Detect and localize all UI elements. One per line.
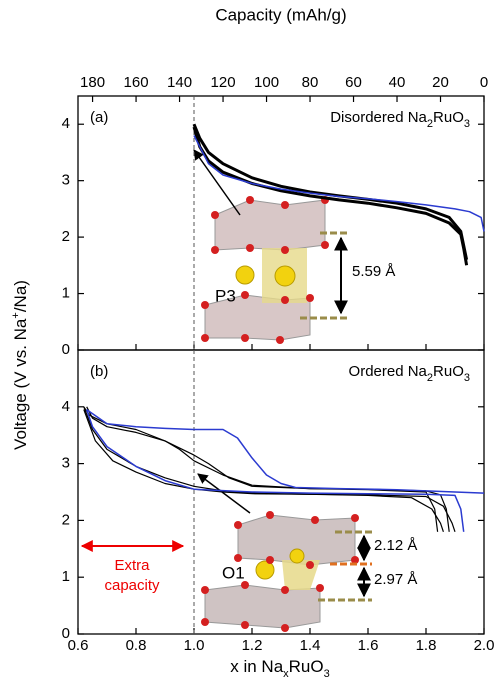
x-tick-label: 2.0 bbox=[474, 637, 495, 654]
spacing-label: 5.59 Å bbox=[352, 263, 395, 280]
x2-tick-label: 0 bbox=[480, 74, 488, 91]
y-tick-label: 3 bbox=[62, 172, 70, 189]
x-tick-label: 1.4 bbox=[300, 637, 321, 654]
x-tick-label: 1.6 bbox=[358, 637, 379, 654]
x2-tick-label: 140 bbox=[167, 74, 192, 91]
x-axis-label-part: RuO bbox=[289, 657, 324, 676]
curve bbox=[83, 406, 444, 532]
y-tick-label: 0 bbox=[62, 625, 70, 642]
panel-title-part: 3 bbox=[464, 372, 470, 384]
y-axis-label-part: /Na) bbox=[11, 280, 30, 312]
panel-title-part: 2 bbox=[427, 372, 433, 384]
x2-tick-label: 180 bbox=[80, 74, 105, 91]
y-tick-label: 1 bbox=[62, 285, 70, 302]
x-axis-label-part: x bbox=[283, 668, 289, 680]
panel-label: (a) bbox=[90, 109, 108, 126]
y-tick-label: 4 bbox=[62, 398, 70, 415]
y-tick-label: 2 bbox=[62, 511, 70, 528]
plot-frame bbox=[77, 349, 485, 635]
panel-title-part: 2 bbox=[427, 118, 433, 130]
panel-title-part: RuO bbox=[433, 363, 464, 380]
y-tick-label: 1 bbox=[62, 568, 70, 585]
structure-label: O1 bbox=[222, 563, 245, 582]
curve bbox=[83, 409, 456, 532]
x-tick-label: 1.8 bbox=[416, 637, 437, 654]
x2-tick-label: 120 bbox=[211, 74, 236, 91]
x-tick-label: 0.8 bbox=[126, 637, 147, 654]
panel-title: Disordered Na2RuO3 bbox=[330, 109, 470, 130]
curve bbox=[192, 123, 469, 261]
panel-title-part: 3 bbox=[464, 118, 470, 130]
y-tick-label: 2 bbox=[62, 228, 70, 245]
x-tick-label: 0.6 bbox=[68, 637, 89, 654]
panel-label: (b) bbox=[90, 363, 108, 380]
x-tick-label: 1.2 bbox=[242, 637, 263, 654]
x2-axis-label: Capacity (mAh/g) bbox=[215, 5, 346, 24]
x2-tick-label: 40 bbox=[389, 74, 406, 91]
y-tick-label: 3 bbox=[62, 455, 70, 472]
y-tick-label: 0 bbox=[62, 341, 70, 358]
panel-title-part: Disordered Na bbox=[330, 109, 427, 126]
x2-tick-label: 20 bbox=[432, 74, 449, 91]
curve bbox=[193, 135, 485, 232]
panel-title-part: RuO bbox=[433, 109, 464, 126]
curve bbox=[85, 409, 465, 532]
x2-tick-label: 60 bbox=[345, 74, 362, 91]
structure-label: P3 bbox=[215, 286, 236, 305]
y-axis-label: Voltage (V vs. Na+/Na) bbox=[10, 280, 31, 450]
x2-tick-label: 160 bbox=[124, 74, 149, 91]
extra-capacity-label: Extra bbox=[114, 557, 150, 574]
panel-title-part: Ordered Na bbox=[349, 363, 428, 380]
curve bbox=[86, 408, 485, 494]
extra-capacity-label: capacity bbox=[104, 577, 160, 594]
x-axis-label-part: 3 bbox=[324, 668, 330, 680]
structure-p3 bbox=[193, 149, 350, 344]
x-axis-label-part: x in Na bbox=[230, 657, 283, 676]
y-tick-label: 4 bbox=[62, 115, 70, 132]
y-axis-label-part: Voltage (V vs. Na bbox=[11, 318, 30, 450]
x-tick-label: 1.0 bbox=[184, 637, 205, 654]
spacing-label: 2.12 Å bbox=[374, 537, 417, 554]
x2-tick-label: 100 bbox=[254, 74, 279, 91]
curve bbox=[192, 126, 469, 266]
x-axis-label: x in NaxRuO3 bbox=[230, 657, 330, 679]
structure-o1 bbox=[197, 473, 372, 632]
spacing-label: 2.97 Å bbox=[374, 571, 417, 588]
y-axis-label-part: + bbox=[10, 312, 22, 318]
panel-title: Ordered Na2RuO3 bbox=[349, 363, 470, 384]
curve bbox=[86, 406, 450, 532]
x2-tick-label: 80 bbox=[302, 74, 319, 91]
